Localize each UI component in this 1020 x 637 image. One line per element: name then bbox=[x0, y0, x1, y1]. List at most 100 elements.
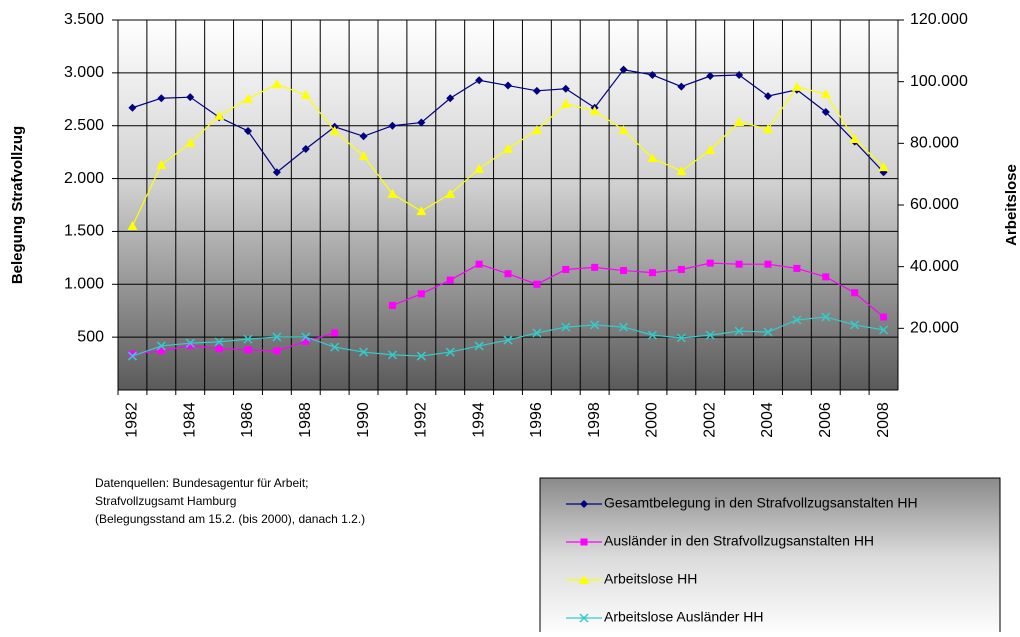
point bbox=[647, 153, 658, 163]
point bbox=[706, 72, 715, 81]
point bbox=[504, 81, 512, 90]
x-tick-label: 1994 bbox=[470, 402, 487, 438]
y-tick-label: 3.000 bbox=[64, 64, 104, 81]
point bbox=[387, 188, 398, 198]
point bbox=[532, 328, 542, 338]
point bbox=[156, 159, 167, 169]
point bbox=[561, 84, 570, 93]
point bbox=[446, 94, 455, 103]
footnote: (Belegungsstand am 15.2. (bis 2000), dan… bbox=[95, 512, 365, 526]
legend-marker bbox=[579, 613, 589, 623]
point bbox=[820, 89, 831, 98]
point bbox=[764, 260, 772, 268]
point bbox=[821, 312, 831, 322]
point bbox=[560, 98, 571, 108]
point bbox=[793, 264, 801, 272]
point bbox=[474, 163, 485, 173]
point bbox=[591, 263, 599, 271]
point bbox=[851, 289, 859, 297]
y2-tick-label: 20.000 bbox=[910, 320, 959, 337]
series-line bbox=[132, 262, 884, 355]
point bbox=[243, 334, 253, 344]
legend-label: Arbeitslose HH bbox=[604, 571, 697, 587]
legend-marker bbox=[579, 575, 589, 584]
point bbox=[619, 65, 628, 74]
point bbox=[647, 330, 657, 340]
point bbox=[620, 267, 628, 275]
point bbox=[648, 70, 657, 79]
point bbox=[706, 259, 714, 267]
footnote: Datenquellen: Bundesagentur für Arbeit; bbox=[95, 476, 308, 490]
point bbox=[531, 125, 542, 135]
point bbox=[157, 347, 165, 355]
y-tick-label: 1.000 bbox=[64, 276, 104, 293]
point bbox=[792, 315, 802, 325]
legend-label: Ausländer in den Strafvollzugsanstalten … bbox=[604, 533, 874, 549]
point bbox=[764, 92, 772, 101]
point bbox=[850, 320, 860, 330]
point bbox=[677, 265, 685, 273]
point bbox=[244, 346, 252, 354]
point bbox=[474, 341, 484, 351]
y2-tick-label: 80.000 bbox=[910, 135, 959, 152]
point bbox=[821, 107, 830, 116]
point bbox=[301, 144, 310, 153]
legend-label: Arbeitslose Ausländer HH bbox=[604, 609, 764, 625]
point bbox=[273, 347, 281, 355]
point bbox=[272, 332, 282, 342]
point bbox=[359, 347, 369, 357]
point bbox=[186, 342, 194, 350]
point bbox=[849, 134, 860, 144]
plot-area bbox=[118, 20, 898, 390]
x-tick-label: 1988 bbox=[297, 402, 314, 438]
point bbox=[735, 70, 744, 79]
point bbox=[705, 145, 716, 155]
point bbox=[157, 94, 166, 103]
footnote: Strafvollzugsamt Hamburg bbox=[95, 494, 236, 508]
point bbox=[302, 337, 310, 345]
point bbox=[387, 350, 397, 360]
point bbox=[878, 162, 889, 172]
x-tick-label: 1982 bbox=[124, 402, 141, 438]
point bbox=[475, 76, 484, 85]
point bbox=[214, 110, 225, 120]
point bbox=[127, 351, 137, 361]
y-axis-title: Belegung Strafvollzug bbox=[9, 126, 26, 284]
x-tick-label: 1984 bbox=[181, 402, 198, 438]
y2-axis-title: Arbeitslose bbox=[1003, 164, 1020, 246]
point bbox=[734, 117, 745, 127]
x-tick-label: 2004 bbox=[759, 402, 776, 438]
point bbox=[735, 260, 743, 268]
y-tick-label: 2.000 bbox=[64, 170, 104, 187]
point bbox=[128, 350, 136, 358]
y2-tick-label: 60.000 bbox=[910, 196, 959, 213]
point bbox=[503, 143, 513, 153]
x-tick-label: 1986 bbox=[239, 402, 256, 438]
legend-box bbox=[539, 477, 1001, 637]
point bbox=[445, 188, 456, 198]
point bbox=[127, 220, 138, 230]
point bbox=[272, 168, 281, 177]
point bbox=[156, 341, 166, 351]
y2-tick-label: 120.000 bbox=[910, 11, 968, 28]
point bbox=[215, 345, 223, 353]
point bbox=[329, 126, 340, 135]
point bbox=[763, 327, 773, 337]
point bbox=[676, 333, 686, 343]
point bbox=[648, 269, 656, 277]
point bbox=[532, 86, 541, 95]
point bbox=[243, 93, 253, 103]
point bbox=[300, 89, 311, 99]
point bbox=[244, 127, 252, 135]
point bbox=[562, 265, 570, 273]
x-tick-label: 2006 bbox=[817, 402, 834, 438]
point bbox=[677, 82, 686, 91]
point bbox=[619, 322, 629, 332]
y2-tick-label: 40.000 bbox=[910, 258, 959, 275]
point bbox=[185, 338, 195, 348]
y-tick-label: 1.500 bbox=[64, 223, 104, 240]
point bbox=[561, 322, 571, 332]
y-tick-label: 3.500 bbox=[64, 11, 104, 28]
point bbox=[734, 326, 744, 336]
